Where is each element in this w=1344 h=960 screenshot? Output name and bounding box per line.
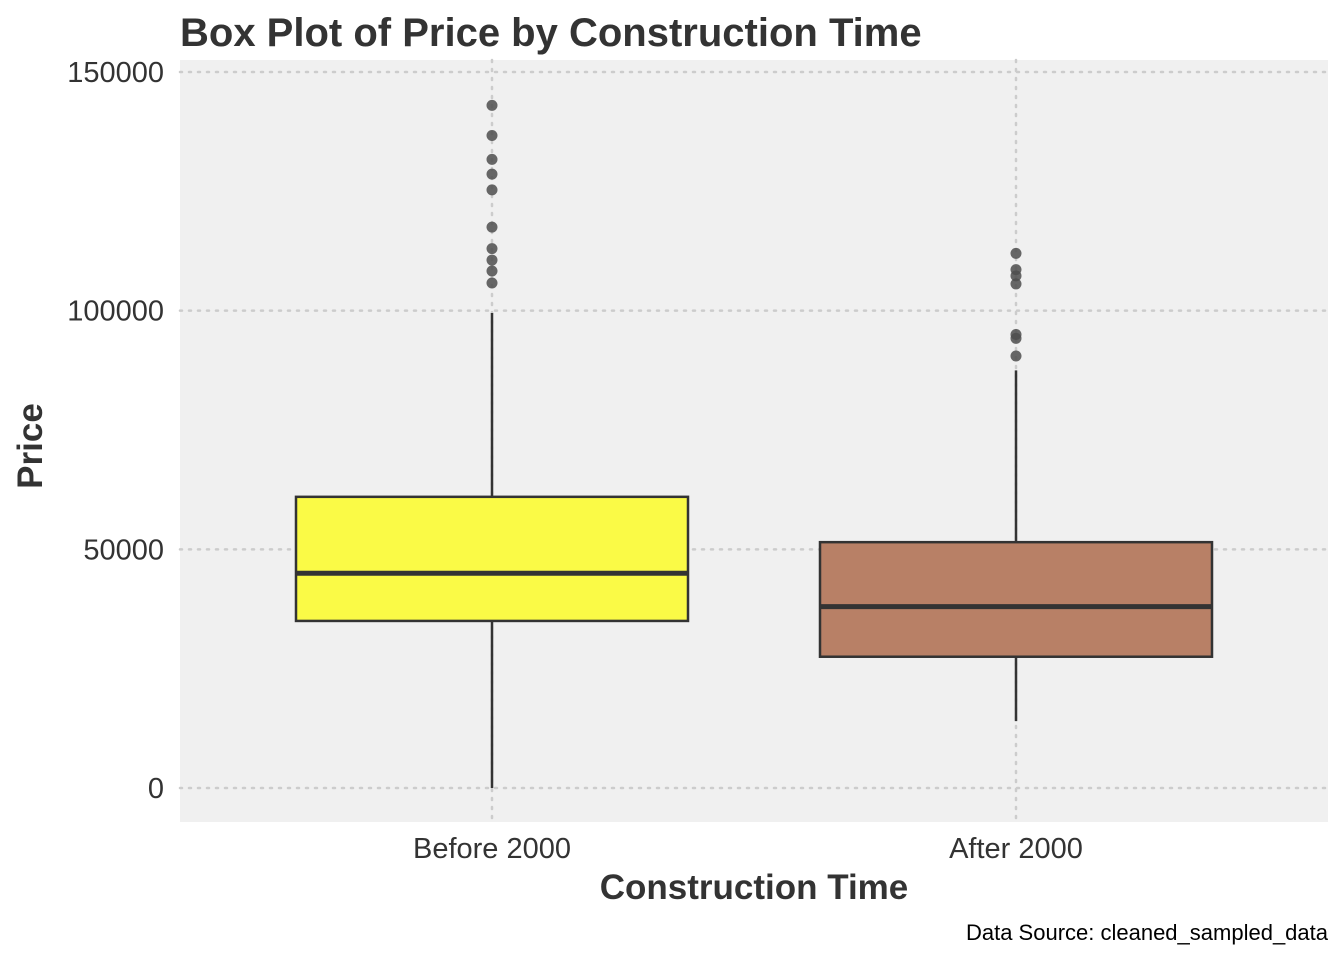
- boxes: [294, 99, 1214, 788]
- outlier-point: [486, 265, 498, 277]
- box-group: [818, 247, 1214, 722]
- outlier-point: [1010, 278, 1022, 290]
- outlier-point: [486, 254, 498, 266]
- outlier-point: [486, 243, 498, 255]
- x-axis-title: Construction Time: [600, 868, 909, 907]
- y-tick-label: 50000: [83, 534, 164, 566]
- outlier-point: [486, 168, 498, 180]
- x-tick-label: After 2000: [949, 833, 1083, 865]
- x-tick-label: Before 2000: [413, 833, 571, 865]
- data-source-caption: Data Source: cleaned_sampled_data: [966, 920, 1329, 945]
- outlier-point: [486, 129, 498, 141]
- y-tick-label: 0: [148, 773, 164, 805]
- box-iqr: [818, 540, 1214, 658]
- outlier-point: [486, 153, 498, 165]
- y-tick-label: 100000: [67, 296, 164, 328]
- x-axis-ticks: Before 2000 After 2000: [413, 833, 1083, 865]
- box-iqr: [294, 495, 690, 623]
- outlier-point: [486, 221, 498, 233]
- outlier-point: [486, 277, 498, 289]
- y-tick-label: 150000: [67, 57, 164, 89]
- outlier-point: [486, 184, 498, 196]
- plot-panel: [180, 60, 1328, 822]
- outlier-point: [1010, 270, 1022, 282]
- box-group: [294, 99, 690, 788]
- y-axis-title: Price: [11, 403, 50, 489]
- chart-title: Box Plot of Price by Construction Time: [180, 11, 922, 55]
- outlier-point: [1010, 247, 1022, 259]
- y-axis-ticks: 0 50000 100000 150000: [67, 57, 164, 805]
- outlier-point: [1010, 350, 1022, 362]
- outlier-point: [486, 99, 498, 111]
- outlier-point: [1010, 332, 1022, 344]
